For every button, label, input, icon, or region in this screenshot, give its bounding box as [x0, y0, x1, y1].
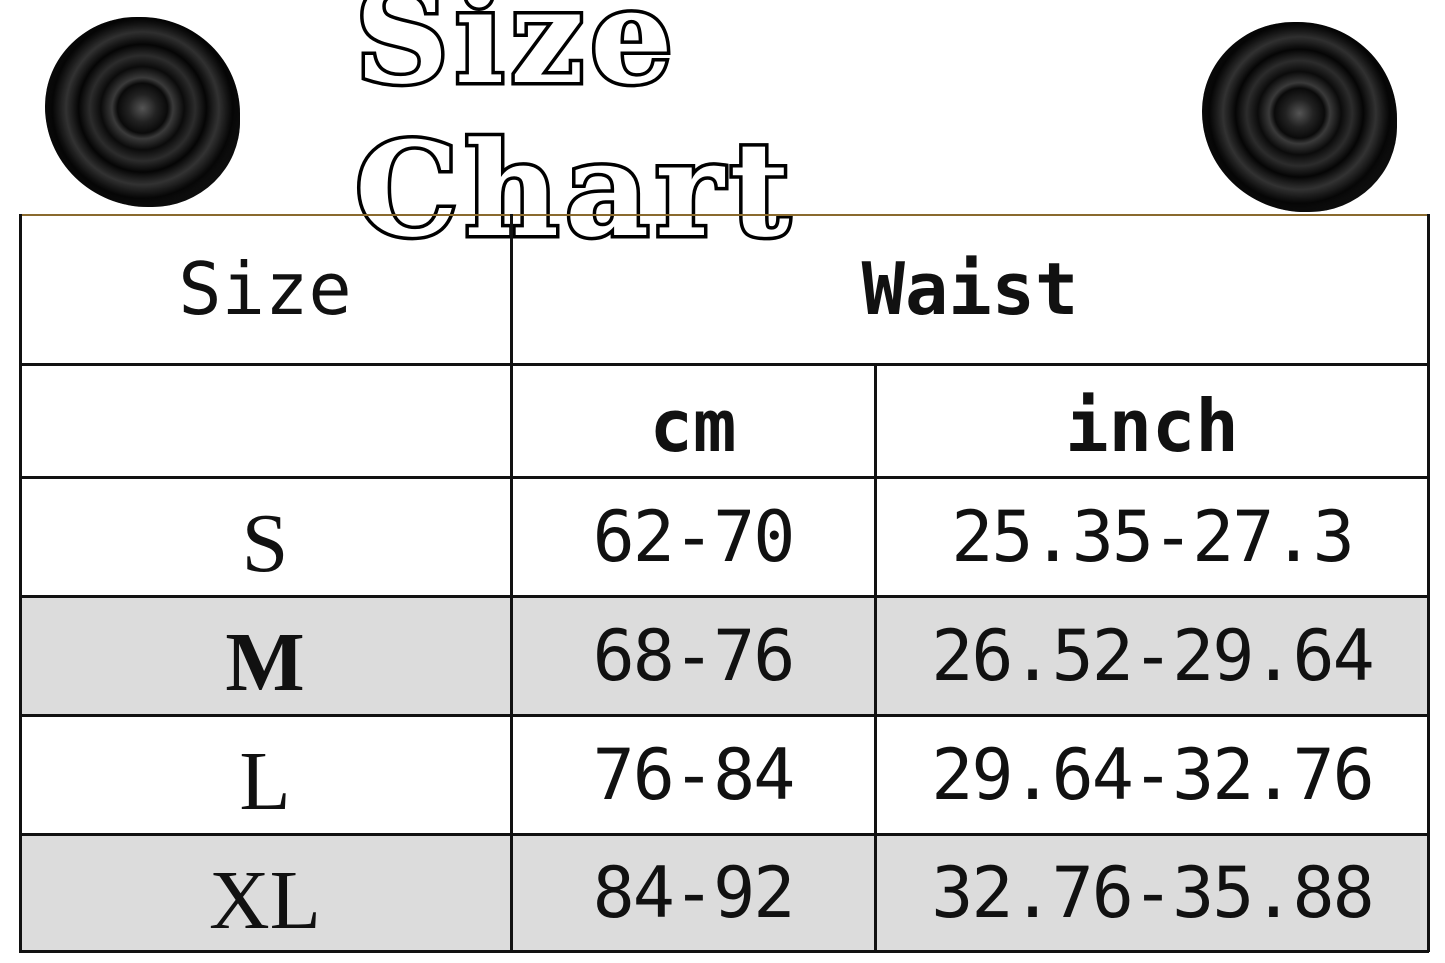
- row-shade-xl: [19, 834, 1429, 952]
- grid-line: [19, 214, 22, 952]
- grid-line: [1427, 214, 1430, 952]
- cm-m: 68-76: [592, 614, 796, 697]
- cm-l: 76-84: [592, 733, 796, 816]
- size-xl: XL: [209, 853, 321, 947]
- black-rose-right-icon: [1202, 22, 1397, 212]
- header-size: Size: [178, 247, 352, 331]
- inch-s: 25.35-27.3: [951, 495, 1354, 578]
- grid-line: [19, 833, 1429, 836]
- size-s: S: [241, 497, 289, 590]
- grid-line: [874, 364, 877, 952]
- grid-line: [19, 950, 1429, 953]
- header-waist: Waist: [861, 247, 1079, 331]
- grid-line: [19, 595, 1429, 598]
- black-rose-left-icon: [45, 17, 240, 207]
- inch-m: 26.52-29.64: [931, 614, 1375, 697]
- header-cm: cm: [649, 383, 737, 468]
- header-inch: inch: [1065, 383, 1239, 468]
- grid-line: [19, 476, 1429, 479]
- grid-line: [510, 214, 513, 952]
- row-shade-m: [19, 596, 1429, 715]
- page-title: Size Chart: [352, 0, 796, 270]
- inch-l: 29.64-32.76: [931, 733, 1375, 816]
- size-l: L: [239, 735, 291, 828]
- grid-line: [19, 714, 1429, 717]
- cm-xl: 84-92: [592, 852, 796, 934]
- size-m: M: [225, 616, 305, 709]
- cm-s: 62-70: [592, 495, 796, 578]
- grid-line: [19, 363, 1429, 366]
- inch-xl: 32.76-35.88: [931, 852, 1375, 934]
- size-table: Size Waist cm inch S 62-70 25.35-27.3 M …: [19, 214, 1430, 953]
- top-border: [19, 214, 1429, 216]
